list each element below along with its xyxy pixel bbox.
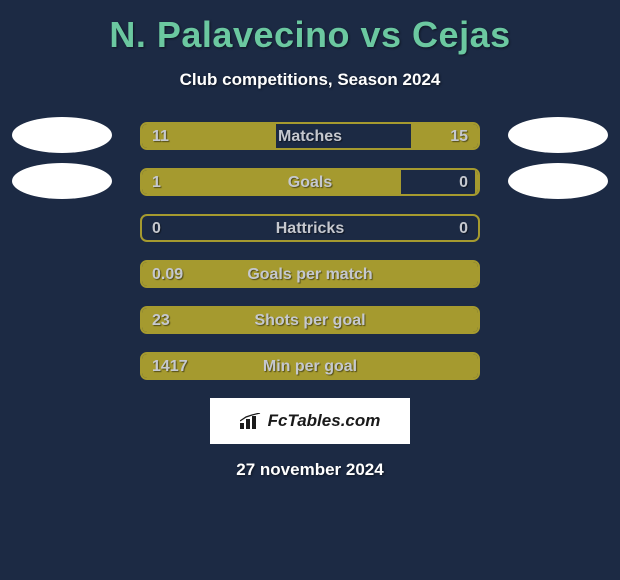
stat-row: 0.09Goals per match <box>0 260 620 290</box>
stat-label: Min per goal <box>142 354 478 380</box>
logo-text: FcTables.com <box>268 411 381 431</box>
stat-row: 1417Min per goal <box>0 352 620 382</box>
stat-bar: 00Hattricks <box>140 214 480 242</box>
player-right-avatar <box>508 117 608 153</box>
stat-bar: 23Shots per goal <box>140 306 480 334</box>
page-title: N. Palavecino vs Cejas <box>0 0 620 56</box>
player-left-avatar <box>12 117 112 153</box>
stat-row: 00Hattricks <box>0 214 620 244</box>
stat-label: Matches <box>142 124 478 150</box>
date-label: 27 november 2024 <box>0 460 620 480</box>
player-left-avatar <box>12 163 112 199</box>
stat-bar: 1417Min per goal <box>140 352 480 380</box>
stat-row: 23Shots per goal <box>0 306 620 336</box>
stat-row: 10Goals <box>0 168 620 198</box>
fctables-logo: FcTables.com <box>210 398 410 444</box>
stat-bar: 1115Matches <box>140 122 480 150</box>
stat-label: Hattricks <box>142 216 478 242</box>
stat-label: Goals per match <box>142 262 478 288</box>
subtitle: Club competitions, Season 2024 <box>0 70 620 90</box>
stat-bar: 10Goals <box>140 168 480 196</box>
stat-row: 1115Matches <box>0 122 620 152</box>
comparison-chart: 1115Matches 10Goals 00Hattricks 0.09Goals p… <box>0 122 620 382</box>
stat-label: Goals <box>142 170 478 196</box>
stat-label: Shots per goal <box>142 308 478 334</box>
bar-chart-icon <box>240 413 262 429</box>
stat-bar: 0.09Goals per match <box>140 260 480 288</box>
player-right-avatar <box>508 163 608 199</box>
